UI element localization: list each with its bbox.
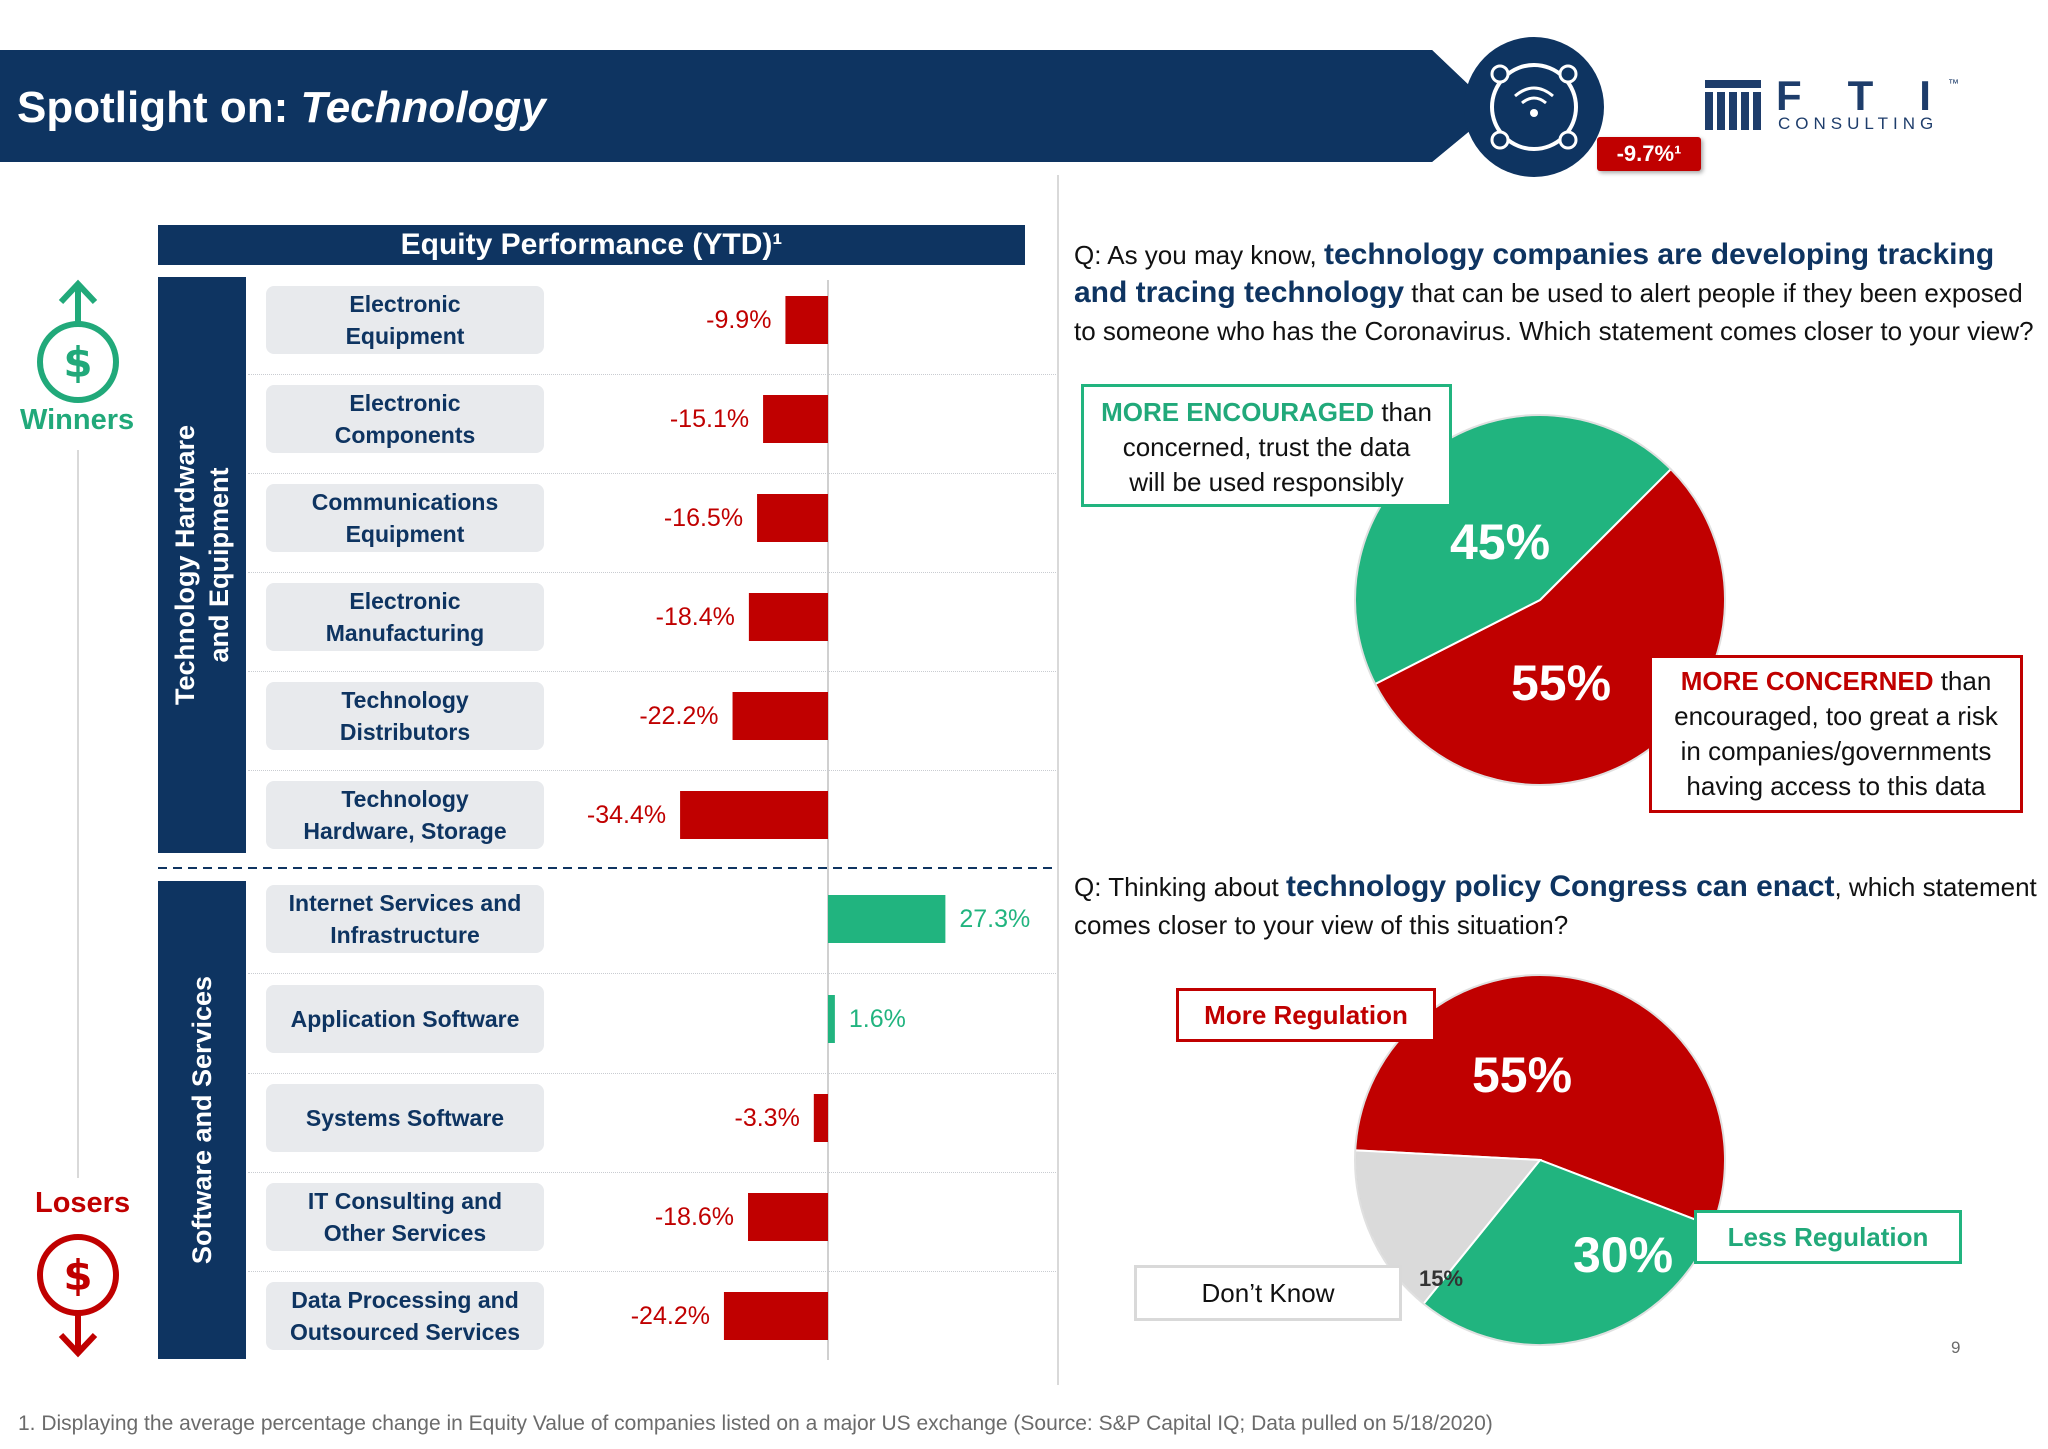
row-divider <box>248 572 1056 573</box>
question-2: Q: Thinking about technology policy Cong… <box>1074 870 2037 940</box>
winners-label: Winners <box>20 404 135 436</box>
title-prefix: Spotlight on: <box>17 83 301 132</box>
bar-value-label: -3.3% <box>734 1104 800 1132</box>
callout-dont-know: Don’t Know <box>1134 1265 1402 1321</box>
callout-encouraged: MORE ENCOURAGED than concerned, trust th… <box>1081 384 1452 507</box>
category-label: Data Processing and Outsourced Services <box>266 1282 544 1350</box>
pie2-more-pct: 55% <box>1472 1047 1573 1103</box>
page-title: Spotlight on: Technology <box>17 80 546 136</box>
row-divider <box>248 1172 1056 1173</box>
category-label: Electronic Manufacturing <box>266 583 544 651</box>
dollar-up-icon: $ <box>37 279 119 403</box>
category-label: Technology Hardware, Storage <box>266 781 544 849</box>
bar <box>785 296 828 344</box>
category-label: Internet Services and Infrastructure <box>266 885 544 953</box>
logo-subtitle: CONSULTING <box>1778 114 1939 133</box>
bar-value-label: -15.1% <box>669 405 750 433</box>
row-divider <box>248 973 1056 974</box>
callout-concerned: MORE CONCERNED than encouraged, too grea… <box>1649 655 2023 813</box>
bar <box>757 494 828 542</box>
pie-chart-regulation <box>1354 973 1726 1346</box>
pie1-rim <box>1354 414 1726 786</box>
bar <box>748 1193 828 1241</box>
callout-more-regulation: More Regulation <box>1176 988 1436 1042</box>
pie2-slice <box>1354 973 1726 1228</box>
bar-value-label: 27.3% <box>959 905 1031 933</box>
category-label: Technology Distributors <box>266 682 544 750</box>
row-divider <box>248 671 1056 672</box>
question-1: Q: As you may know, technology companies… <box>1074 238 2034 346</box>
pie2-slice <box>1422 1158 1715 1346</box>
bar-value-label: -16.5% <box>663 504 744 532</box>
svg-text:$: $ <box>63 338 92 387</box>
bar-value-label: -24.2% <box>630 1302 710 1330</box>
bar <box>813 1094 828 1142</box>
bar-value-label: 1.6% <box>848 1005 906 1033</box>
bar <box>748 593 828 641</box>
callout-less-regulation: Less Regulation <box>1694 1210 1962 1264</box>
category-label: Electronic Components <box>266 385 544 453</box>
dollar-down-icon: $ <box>37 1234 119 1358</box>
pie2-rim <box>1354 974 1726 1346</box>
chart-title: Equity Performance (YTD)¹ <box>158 225 1025 265</box>
bar-value-label: -22.2% <box>639 702 719 730</box>
category-label: Communications Equipment <box>266 484 544 552</box>
bar <box>763 395 828 443</box>
category-label: Application Software <box>266 985 544 1053</box>
bar <box>828 995 835 1043</box>
bar-value-label: -18.4% <box>655 603 735 631</box>
category-label: Systems Software <box>266 1084 544 1152</box>
group-software: Software and Services <box>158 881 246 1359</box>
row-divider <box>248 473 1056 474</box>
category-label: IT Consulting and Other Services <box>266 1183 544 1251</box>
bar <box>732 692 828 740</box>
losers-label: Losers <box>35 1187 131 1219</box>
bar-value-label: -18.6% <box>654 1203 735 1231</box>
row-divider <box>248 1073 1056 1074</box>
category-label: Electronic Equipment <box>266 286 544 354</box>
row-divider <box>248 1271 1056 1272</box>
bar <box>828 895 946 943</box>
svg-text:$: $ <box>63 1251 92 1300</box>
pie1-encouraged-pct: 45% <box>1450 514 1551 570</box>
bar-value-label: -34.4% <box>586 801 667 829</box>
title-sector: Technology <box>300 83 546 132</box>
sector-performance-badge: -9.7%¹ <box>1597 137 1701 171</box>
group-hardware: Technology Hardware and Equipment <box>158 277 246 853</box>
bar <box>680 791 828 839</box>
pie1-concerned-pct: 55% <box>1511 655 1612 711</box>
page-number: 9 <box>1951 1338 1961 1357</box>
pie1-slice <box>1373 467 1726 786</box>
bar <box>723 1292 828 1340</box>
row-divider <box>248 374 1056 375</box>
row-divider <box>248 770 1056 771</box>
logo-tm: ™ <box>1948 78 1959 90</box>
bar-value-label: -9.9% <box>706 306 772 334</box>
footnote: 1. Displaying the average percentage cha… <box>18 1412 1493 1435</box>
pie2-dontknow-pct: 15% <box>1419 1266 1464 1291</box>
logo-letters: FTI <box>1776 72 1977 119</box>
pie2-less-pct: 30% <box>1573 1227 1674 1283</box>
